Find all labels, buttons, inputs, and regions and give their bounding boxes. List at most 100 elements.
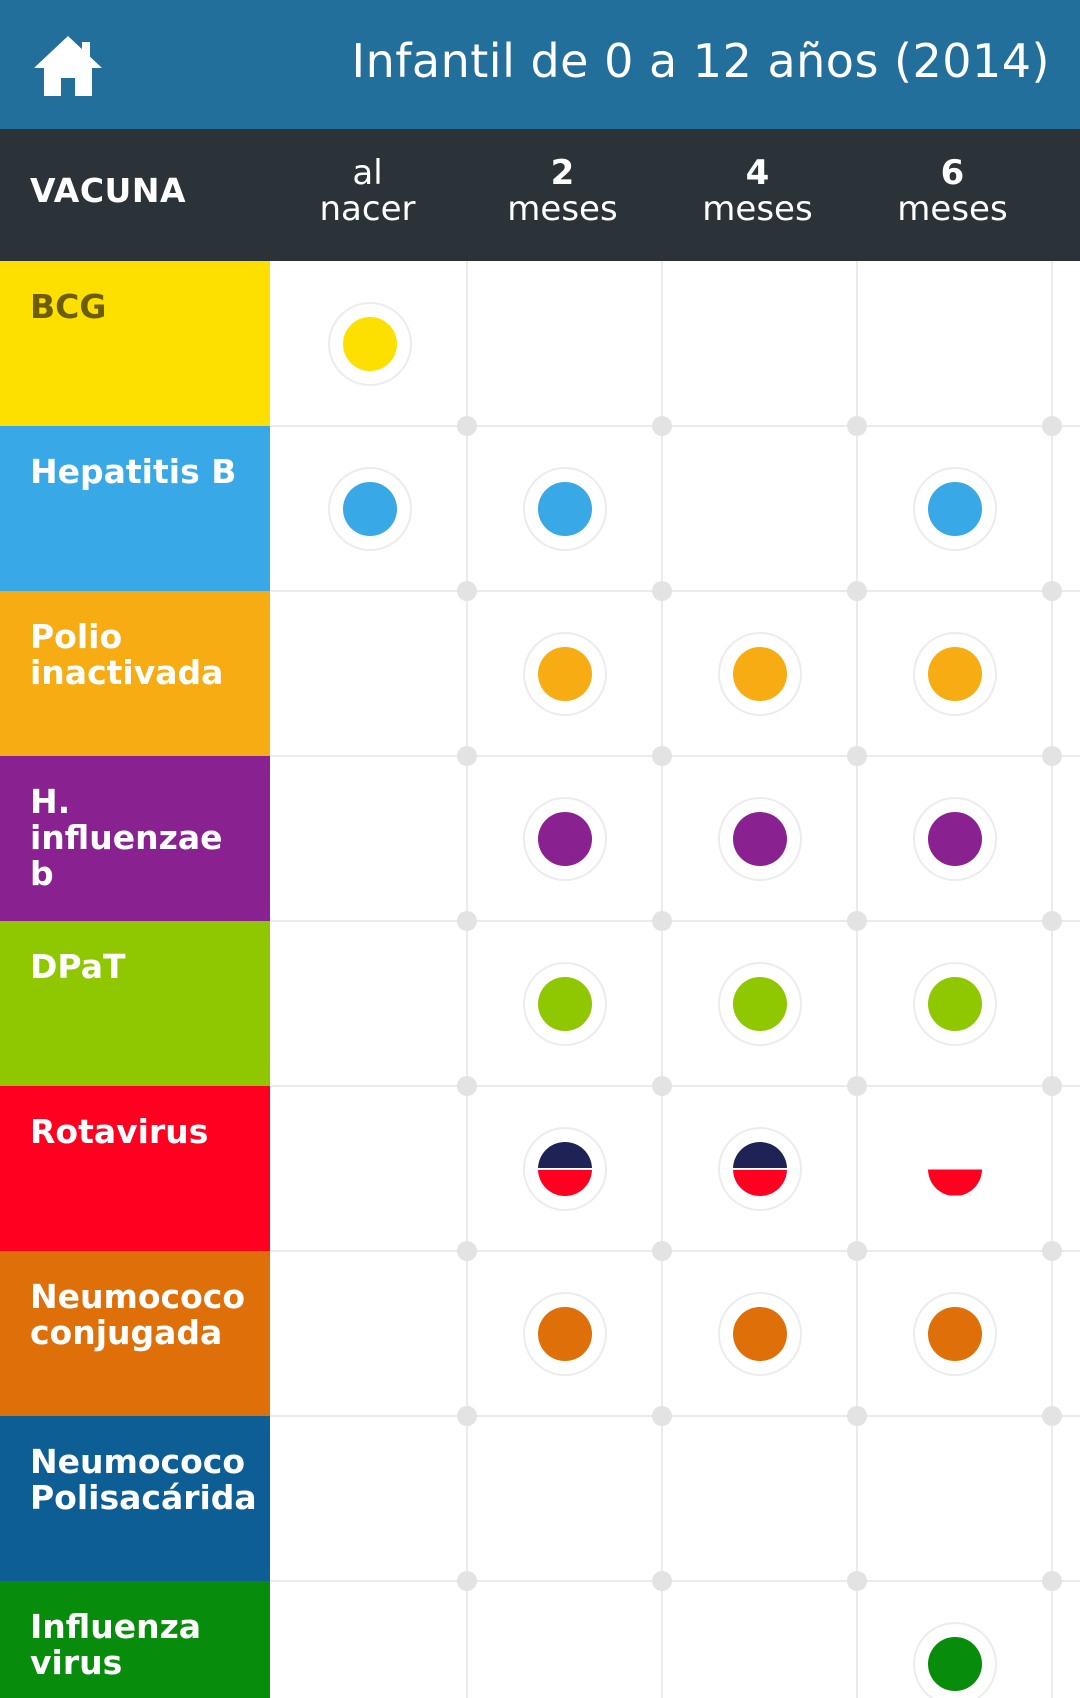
grid-line-vertical xyxy=(466,261,468,1698)
grid-node xyxy=(1042,746,1062,766)
dose-marker[interactable] xyxy=(915,798,995,879)
home-button[interactable] xyxy=(28,30,108,102)
grid-node xyxy=(457,1406,477,1426)
dose-marker[interactable] xyxy=(915,468,995,549)
grid-node xyxy=(652,581,672,601)
dose-dot xyxy=(538,976,592,1031)
vaccine-name[interactable]: Polio inactivada xyxy=(0,591,270,756)
dose-marker[interactable] xyxy=(720,798,800,879)
grid-node xyxy=(457,1241,477,1261)
vaccine-name[interactable]: Influenza virus xyxy=(0,1581,270,1698)
vaccine-name[interactable]: Neumococo conjugada xyxy=(0,1251,270,1416)
header-col-2-meses: 2 meses xyxy=(465,155,660,227)
dose-dot xyxy=(538,481,592,536)
header-col-line2: meses xyxy=(507,189,618,229)
grid-node xyxy=(652,1076,672,1096)
dose-dot-bottom xyxy=(928,1169,982,1196)
header-col-6-meses: 6 meses xyxy=(855,155,1050,227)
dose-marker[interactable] xyxy=(525,1128,605,1209)
dose-dot xyxy=(538,1306,592,1361)
dose-marker[interactable] xyxy=(915,1623,995,1698)
dose-dot xyxy=(928,1306,982,1361)
dose-marker[interactable] xyxy=(525,963,605,1044)
dose-dot xyxy=(538,646,592,701)
grid-node xyxy=(1042,1241,1062,1261)
dose-dot xyxy=(733,1306,787,1361)
home-icon xyxy=(34,36,102,96)
dose-dot-top xyxy=(733,1141,787,1168)
dose-dot-bottom xyxy=(733,1169,787,1196)
grid-line-vertical xyxy=(856,261,858,1698)
dose-dot xyxy=(928,811,982,866)
vaccine-name[interactable]: H. influenzae b xyxy=(0,756,270,921)
vaccine-row: H. influenzae b xyxy=(0,756,1080,931)
grid-node xyxy=(1042,911,1062,931)
header-col-line2: meses xyxy=(702,189,813,229)
grid-line-horizontal xyxy=(270,755,1080,757)
dose-marker-half[interactable] xyxy=(928,1142,982,1196)
header-col-line1: al xyxy=(352,153,383,193)
grid-line-horizontal xyxy=(270,920,1080,922)
dose-marker[interactable] xyxy=(720,1128,800,1209)
dose-dot xyxy=(928,481,982,536)
grid-line-horizontal xyxy=(270,590,1080,592)
dose-marker[interactable] xyxy=(525,633,605,714)
dose-marker[interactable] xyxy=(915,1293,995,1374)
grid-line-horizontal xyxy=(270,1250,1080,1252)
grid-node xyxy=(652,746,672,766)
dose-dot-split xyxy=(733,1141,787,1196)
grid-line-horizontal xyxy=(270,1085,1080,1087)
dose-dot-top xyxy=(538,1141,592,1168)
dose-marker[interactable] xyxy=(720,633,800,714)
dose-marker[interactable] xyxy=(720,963,800,1044)
grid-node xyxy=(1042,1076,1062,1096)
vaccine-row: Influenza virus xyxy=(0,1581,1080,1698)
vaccine-name[interactable]: Hepatitis B xyxy=(0,426,270,591)
dose-marker[interactable] xyxy=(525,1293,605,1374)
dose-marker[interactable] xyxy=(330,303,410,384)
grid-node xyxy=(847,746,867,766)
grid-node xyxy=(457,416,477,436)
dose-marker[interactable] xyxy=(525,798,605,879)
vaccine-row: Neumococo Polisacárida xyxy=(0,1416,1080,1591)
vaccine-row: DPaT xyxy=(0,921,1080,1096)
grid-node xyxy=(847,911,867,931)
dose-marker[interactable] xyxy=(525,468,605,549)
dose-marker[interactable] xyxy=(915,963,995,1044)
grid-node xyxy=(457,1571,477,1591)
top-bar: Infantil de 0 a 12 años (2014) xyxy=(0,0,1080,129)
vaccine-name[interactable]: BCG xyxy=(0,261,270,426)
grid-node xyxy=(457,581,477,601)
vaccine-name[interactable]: Rotavirus xyxy=(0,1086,270,1251)
dose-dot xyxy=(928,976,982,1031)
dose-marker[interactable] xyxy=(915,633,995,714)
grid-line-vertical xyxy=(1051,261,1053,1698)
dose-marker[interactable] xyxy=(330,468,410,549)
grid-node xyxy=(847,1076,867,1096)
header-col-line1: 6 xyxy=(940,153,965,193)
grid-node xyxy=(652,911,672,931)
grid-node xyxy=(457,911,477,931)
vaccine-name[interactable]: DPaT xyxy=(0,921,270,1086)
vaccine-row: Rotavirus xyxy=(0,1086,1080,1261)
grid-node xyxy=(847,581,867,601)
vaccine-row: Hepatitis B xyxy=(0,426,1080,601)
grid-line-vertical xyxy=(661,261,663,1698)
dose-dot xyxy=(733,976,787,1031)
header-col-4-meses: 4 meses xyxy=(660,155,855,227)
grid-node xyxy=(1042,581,1062,601)
dose-dot xyxy=(733,811,787,866)
vaccine-row: Polio inactivada xyxy=(0,591,1080,766)
dose-dot-bottom xyxy=(538,1169,592,1196)
vaccine-row: BCG xyxy=(0,261,1080,436)
grid-line-horizontal xyxy=(270,425,1080,427)
header-col-line2: meses xyxy=(897,189,1008,229)
dose-dot xyxy=(343,481,397,536)
dose-dot-split xyxy=(538,1141,592,1196)
dose-dot xyxy=(928,1636,982,1691)
grid-node xyxy=(652,416,672,436)
dose-dot xyxy=(538,811,592,866)
dose-marker[interactable] xyxy=(720,1293,800,1374)
vaccine-name[interactable]: Neumococo Polisacárida xyxy=(0,1416,270,1581)
grid-node xyxy=(652,1406,672,1426)
